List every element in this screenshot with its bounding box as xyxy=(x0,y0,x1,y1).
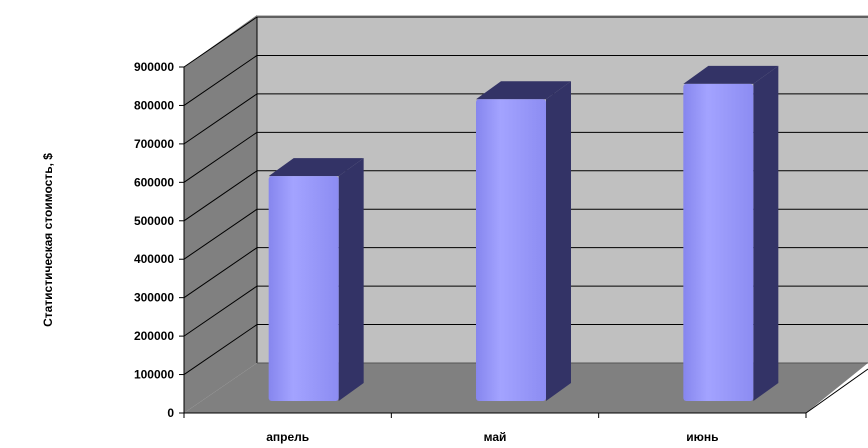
gridline-side xyxy=(183,170,258,222)
gridline-side xyxy=(183,324,258,375)
gridline-side xyxy=(183,208,258,260)
bar-front xyxy=(683,83,754,401)
y-tick-label: 500000 xyxy=(134,214,174,228)
bar-side xyxy=(338,158,364,401)
bar xyxy=(476,81,571,401)
y-axis-label: Статистическая стоимость, $ xyxy=(41,153,55,327)
bar-top xyxy=(476,81,571,100)
y-tick-label: 900000 xyxy=(134,60,174,74)
gridline-side xyxy=(183,131,258,183)
y-tick-label: 0 xyxy=(167,406,174,420)
bar-front xyxy=(476,99,546,401)
y-tick-label: 200000 xyxy=(134,329,174,343)
y-axis-ticks: 0 100000 200000 300000 400000 500000 600000 700… xyxy=(134,60,184,420)
y-tick-label: 700000 xyxy=(134,137,174,151)
bar xyxy=(683,65,779,401)
y-tick-label: 100000 xyxy=(134,368,174,382)
gridline-side xyxy=(183,247,258,299)
bar xyxy=(268,158,364,401)
bar-side xyxy=(753,65,779,401)
x-axis-ticks: апрель май июнь xyxy=(183,413,807,444)
gridline-side xyxy=(183,55,258,106)
gridline-side xyxy=(183,16,258,68)
gridline-side xyxy=(183,93,258,145)
bars xyxy=(268,65,779,401)
floor-edge xyxy=(805,368,868,414)
x-tick-label: май xyxy=(484,430,507,444)
x-tick-label: апрель xyxy=(266,430,309,444)
bar-top xyxy=(683,65,779,84)
gridline-side xyxy=(183,285,258,337)
y-tick-label: 400000 xyxy=(134,252,174,266)
y-tick-label: 800000 xyxy=(134,98,174,112)
bar-front xyxy=(268,176,339,401)
y-tick-label: 300000 xyxy=(134,291,174,305)
bar-side xyxy=(546,81,571,401)
x-tick-label: июнь xyxy=(686,430,718,444)
y-tick-label: 600000 xyxy=(134,175,174,189)
side-wall xyxy=(184,15,257,413)
bar-top xyxy=(268,158,364,177)
